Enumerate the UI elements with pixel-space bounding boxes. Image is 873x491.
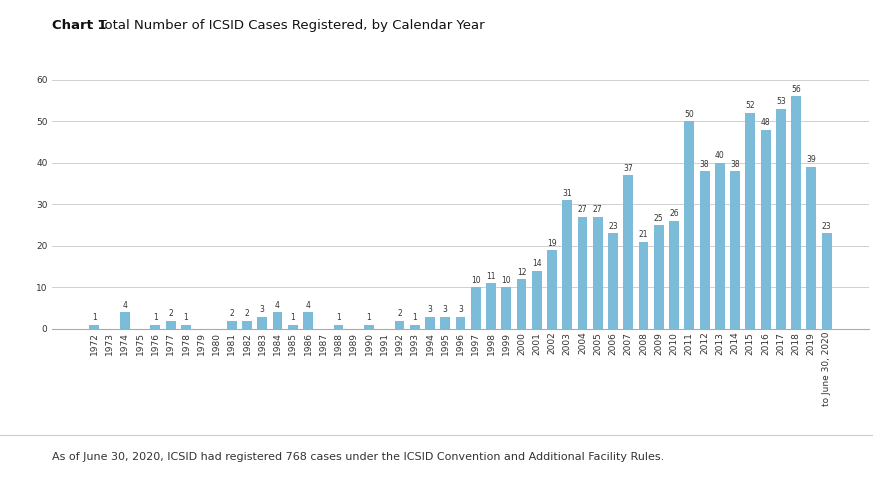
Bar (181, 325, 191, 329)
Text: 21: 21 (639, 230, 649, 239)
Text: 26: 26 (670, 210, 679, 218)
Text: 53: 53 (776, 97, 786, 106)
Text: 4: 4 (306, 301, 311, 310)
Bar (669, 221, 679, 329)
Text: 2: 2 (168, 309, 173, 318)
Bar (760, 130, 771, 329)
Text: 2: 2 (397, 309, 402, 318)
Text: 14: 14 (532, 259, 541, 268)
Text: 10: 10 (501, 276, 511, 285)
Bar (684, 121, 694, 329)
Text: 27: 27 (578, 205, 588, 214)
Bar (288, 325, 298, 329)
Bar (578, 217, 588, 329)
Bar (654, 225, 663, 329)
Bar (821, 233, 832, 329)
Text: 4: 4 (275, 301, 280, 310)
Text: 11: 11 (486, 272, 496, 281)
Bar (272, 312, 283, 329)
Bar (227, 321, 237, 329)
Text: 38: 38 (700, 160, 710, 168)
Bar (242, 321, 252, 329)
Bar (395, 321, 404, 329)
Bar (501, 287, 512, 329)
Text: 48: 48 (760, 118, 770, 127)
Bar (699, 171, 710, 329)
Bar (333, 325, 343, 329)
Bar (486, 283, 496, 329)
Bar (638, 242, 649, 329)
Text: 1: 1 (336, 313, 340, 322)
Bar (746, 113, 755, 329)
Bar (471, 287, 481, 329)
Bar (90, 325, 100, 329)
Text: 40: 40 (715, 151, 725, 160)
Text: 39: 39 (807, 156, 816, 164)
Text: 56: 56 (791, 85, 801, 94)
Text: 37: 37 (623, 164, 633, 173)
Text: 3: 3 (458, 305, 463, 314)
Text: 2: 2 (230, 309, 234, 318)
Bar (532, 271, 542, 329)
Text: 2: 2 (244, 309, 250, 318)
Text: 12: 12 (517, 268, 526, 276)
Bar (562, 200, 572, 329)
Bar (608, 233, 618, 329)
Bar (776, 109, 786, 329)
Bar (150, 325, 161, 329)
Bar (166, 321, 175, 329)
Text: 10: 10 (471, 276, 480, 285)
Text: 25: 25 (654, 214, 663, 222)
Text: 19: 19 (547, 239, 557, 247)
Text: 4: 4 (122, 301, 127, 310)
Text: 27: 27 (593, 205, 602, 214)
Text: Chart 1: Chart 1 (52, 19, 107, 32)
Bar (547, 250, 557, 329)
Text: 1: 1 (367, 313, 371, 322)
Text: As of June 30, 2020, ICSID had registered 768 cases under the ICSID Convention a: As of June 30, 2020, ICSID had registere… (52, 452, 664, 462)
Bar (807, 167, 816, 329)
Bar (120, 312, 130, 329)
Bar (791, 96, 801, 329)
Text: 1: 1 (92, 313, 97, 322)
Bar (409, 325, 420, 329)
Text: 23: 23 (608, 222, 618, 231)
Text: 31: 31 (562, 189, 572, 198)
Bar (715, 163, 725, 329)
Text: 1: 1 (183, 313, 189, 322)
Bar (456, 317, 465, 329)
Bar (623, 175, 633, 329)
Text: 1: 1 (412, 313, 417, 322)
Text: 3: 3 (443, 305, 448, 314)
Bar (730, 171, 740, 329)
Text: 38: 38 (730, 160, 740, 168)
Bar (593, 217, 602, 329)
Text: 50: 50 (684, 110, 694, 119)
Bar (425, 317, 435, 329)
Text: 3: 3 (260, 305, 265, 314)
Text: 52: 52 (746, 102, 755, 110)
Bar (303, 312, 313, 329)
Text: 23: 23 (821, 222, 831, 231)
Bar (364, 325, 374, 329)
Text: 1: 1 (291, 313, 295, 322)
Bar (258, 317, 267, 329)
Text: : Total Number of ICSID Cases Registered, by Calendar Year: : Total Number of ICSID Cases Registered… (90, 19, 485, 32)
Bar (517, 279, 526, 329)
Text: 3: 3 (428, 305, 432, 314)
Text: 1: 1 (153, 313, 158, 322)
Bar (440, 317, 450, 329)
